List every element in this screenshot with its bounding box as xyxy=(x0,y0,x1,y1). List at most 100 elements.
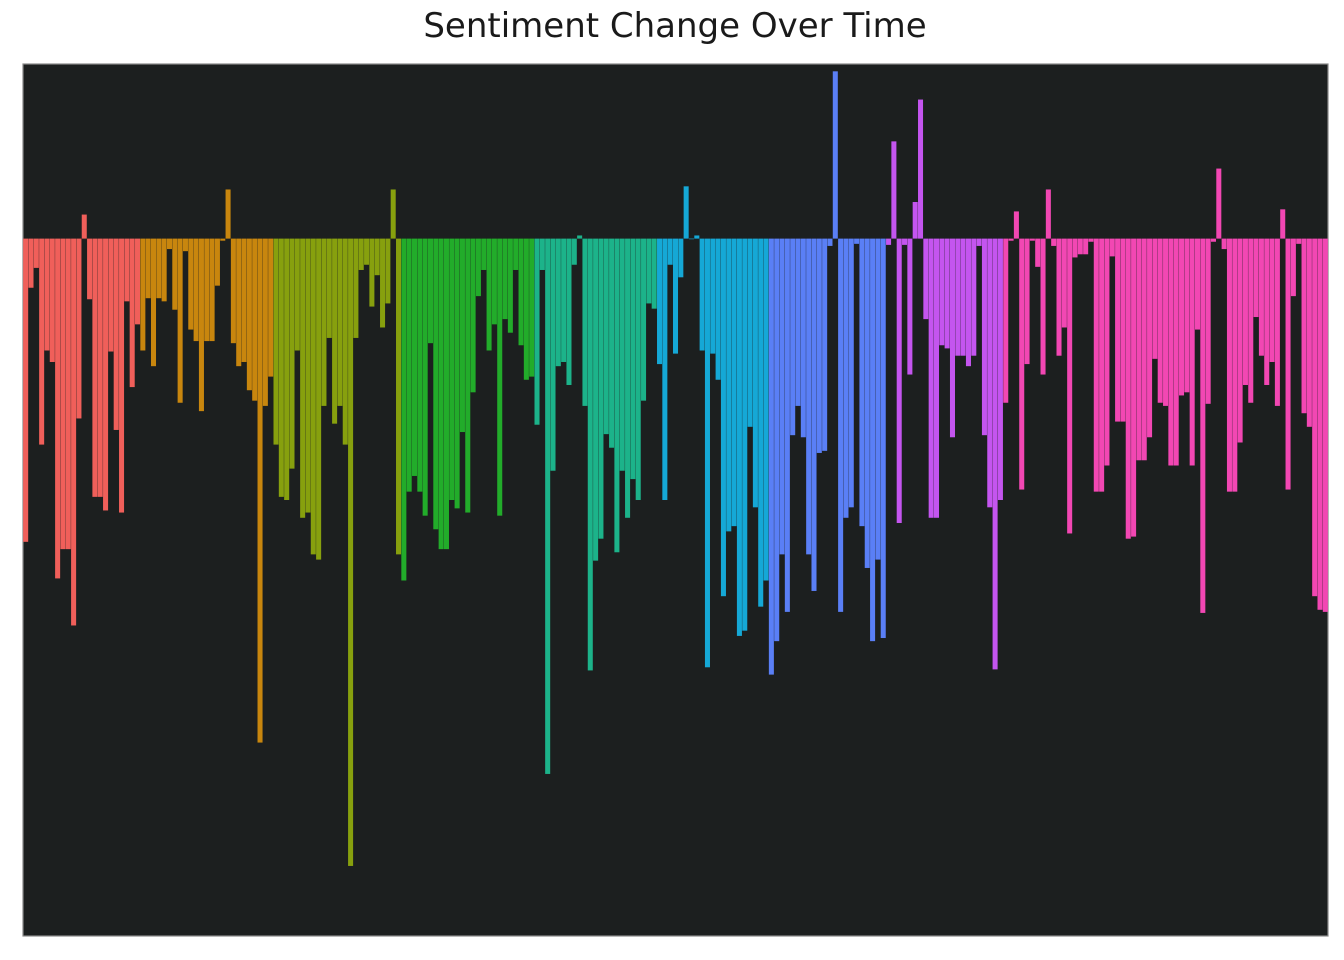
bar xyxy=(342,238,348,445)
bar xyxy=(848,238,854,508)
bar xyxy=(949,238,955,438)
bar xyxy=(1008,238,1014,241)
bar xyxy=(369,238,375,307)
bar xyxy=(577,235,583,239)
bar xyxy=(1179,238,1185,396)
bar xyxy=(1051,238,1057,246)
bar xyxy=(758,238,764,607)
bar xyxy=(193,238,199,342)
bar xyxy=(683,186,689,239)
bar xyxy=(1045,189,1051,239)
bar xyxy=(28,238,34,288)
bar xyxy=(1237,238,1243,443)
bar xyxy=(1296,238,1302,244)
bar xyxy=(145,238,151,299)
bar xyxy=(55,238,61,579)
bar xyxy=(619,238,625,471)
bar xyxy=(976,238,982,246)
bar xyxy=(529,238,535,377)
bar xyxy=(891,141,897,239)
bar xyxy=(742,238,748,631)
bar xyxy=(1317,238,1323,610)
bar xyxy=(316,238,322,560)
bar xyxy=(465,238,471,513)
bar xyxy=(1253,238,1259,318)
bar xyxy=(779,238,785,555)
bar xyxy=(348,238,354,866)
plot-area xyxy=(22,63,1329,937)
bar xyxy=(555,238,561,367)
bar xyxy=(806,238,812,555)
bar xyxy=(497,238,503,516)
bar xyxy=(220,238,226,241)
bar xyxy=(731,238,737,527)
bar xyxy=(1200,238,1206,613)
bar xyxy=(364,238,370,265)
bar xyxy=(523,238,529,380)
bar xyxy=(1125,238,1131,539)
bar xyxy=(289,238,295,469)
bar xyxy=(273,238,279,445)
bar xyxy=(1013,211,1019,239)
bar xyxy=(284,238,290,501)
bar xyxy=(209,238,215,342)
bar xyxy=(1168,238,1174,466)
bar xyxy=(1280,209,1286,239)
bar xyxy=(571,238,577,265)
bar xyxy=(103,238,109,511)
bar xyxy=(326,238,332,338)
bar xyxy=(236,238,242,367)
bar xyxy=(736,238,742,636)
bar xyxy=(987,238,993,508)
bar xyxy=(44,238,50,351)
bar xyxy=(433,238,439,530)
bar xyxy=(443,238,449,550)
bar xyxy=(672,238,679,354)
bar xyxy=(918,99,924,239)
bar xyxy=(204,238,210,342)
bar xyxy=(630,238,636,480)
bar xyxy=(641,238,647,401)
bar xyxy=(81,214,87,239)
bar xyxy=(694,235,700,239)
bar xyxy=(353,238,359,338)
bar xyxy=(23,238,29,542)
bar xyxy=(678,238,684,278)
bar xyxy=(1083,238,1089,255)
bar xyxy=(310,238,316,555)
bar xyxy=(1216,168,1222,239)
bar xyxy=(380,238,386,328)
bar xyxy=(278,238,284,497)
bar xyxy=(997,238,1003,501)
bar xyxy=(928,238,934,518)
bar xyxy=(827,238,833,246)
bar xyxy=(358,238,364,270)
bar xyxy=(1035,238,1041,267)
bar xyxy=(902,238,908,245)
bar xyxy=(886,238,892,245)
bar xyxy=(438,238,444,550)
bar xyxy=(71,238,77,626)
bar xyxy=(859,238,865,527)
bar xyxy=(880,238,886,639)
bar xyxy=(1029,238,1035,241)
bar xyxy=(166,238,172,250)
bar xyxy=(513,238,519,270)
bar xyxy=(582,238,588,406)
bar xyxy=(1163,238,1169,406)
bar xyxy=(907,238,913,375)
bar xyxy=(726,238,732,532)
bar xyxy=(534,238,540,425)
bar xyxy=(816,238,822,453)
bar xyxy=(763,238,769,581)
bar xyxy=(704,238,710,668)
bar xyxy=(1221,238,1227,250)
bar xyxy=(1072,238,1078,258)
bar xyxy=(1067,238,1073,534)
bar xyxy=(454,238,460,509)
bar xyxy=(60,238,66,550)
bar xyxy=(246,238,252,391)
bar xyxy=(129,238,135,388)
bar xyxy=(875,238,881,560)
